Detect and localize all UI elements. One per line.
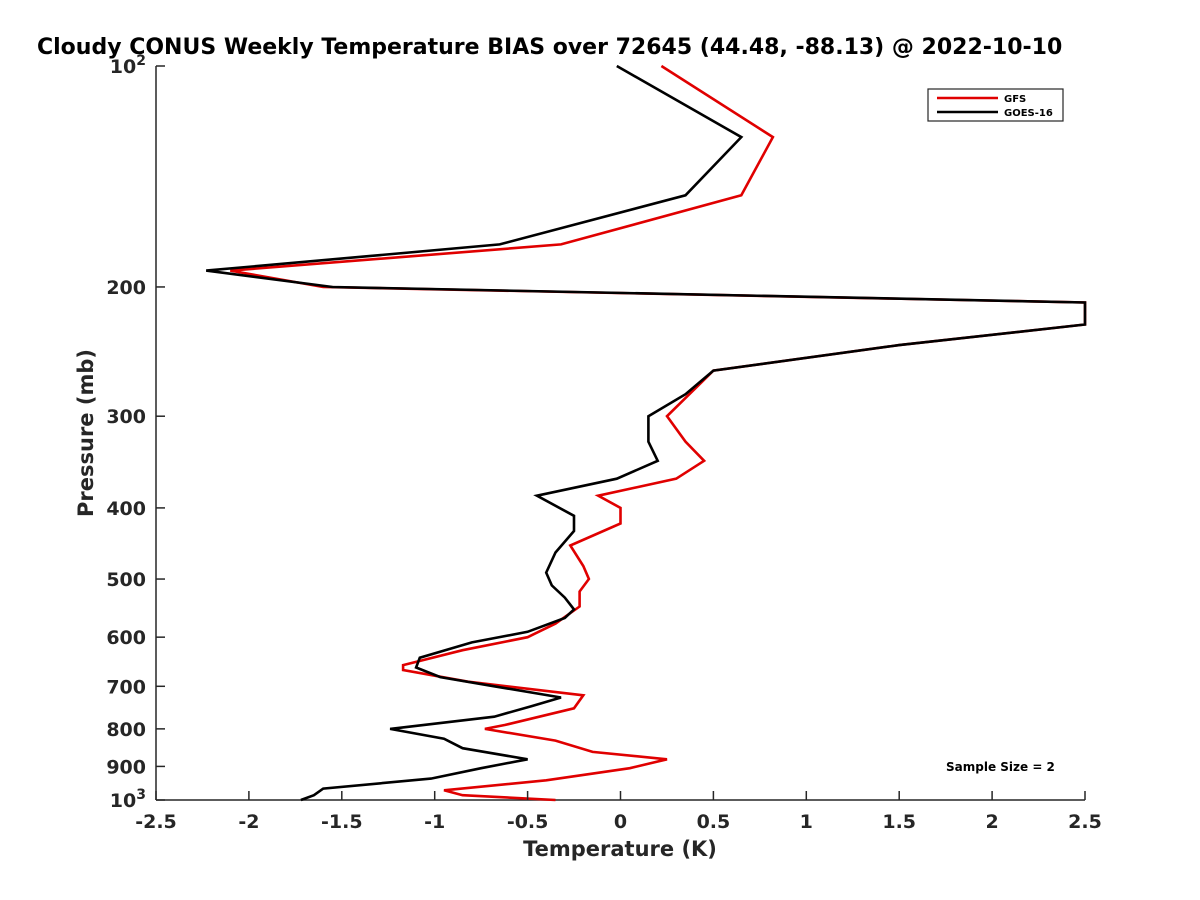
y-tick-label: 500 [106, 569, 146, 591]
y-tick-label: 600 [106, 627, 146, 649]
y-tick-label: 200 [106, 277, 146, 299]
x-tick-label: 2 [985, 811, 998, 833]
x-tick-label: 1.5 [882, 811, 916, 833]
ticks-layer: -2.5 -2 -1.5 -1 -0.5 0 0.5 1 1.5 2 2.5 102 200 300 400… [106, 53, 1102, 833]
plot-axes [155, 66, 1085, 801]
series-line-goes-16 [206, 64, 1087, 802]
y-tick-label: 103 [110, 787, 146, 812]
y-tick-label: 102 [110, 53, 146, 78]
chart-title: Cloudy CONUS Weekly Temperature BIAS ove… [37, 35, 1062, 60]
y-tick-label: 900 [106, 756, 146, 778]
y-axis-label: Pressure (mb) [74, 349, 98, 517]
y-tick-label: 400 [106, 498, 146, 520]
y-tick-label: 800 [106, 719, 146, 741]
x-tick-label: 0 [614, 811, 627, 833]
legend-entry-label: GFS [1004, 94, 1026, 105]
annotations: Sample Size = 2 [946, 760, 1055, 774]
x-tick-label: 0.5 [697, 811, 731, 833]
series-layer [206, 64, 1087, 802]
legend-box [927, 88, 1064, 122]
x-tick-label: -2 [238, 811, 259, 833]
x-tick-label: 1 [800, 811, 813, 833]
x-tick-label: -1.5 [321, 811, 363, 833]
x-tick-label: -2.5 [135, 811, 177, 833]
x-axis-label: Temperature (K) [523, 837, 717, 861]
legend: GFS GOES-16 [927, 88, 1064, 122]
legend-entry-label: GOES-16 [1004, 108, 1053, 119]
x-tick-label: -1 [424, 811, 445, 833]
sample-size-note: Sample Size = 2 [946, 760, 1055, 774]
x-tick-label: 2.5 [1068, 811, 1102, 833]
y-tick-label: 700 [106, 676, 146, 698]
x-tick-label: -0.5 [507, 811, 549, 833]
series-line-gfs [230, 64, 1087, 802]
y-tick-label: 300 [106, 406, 146, 428]
